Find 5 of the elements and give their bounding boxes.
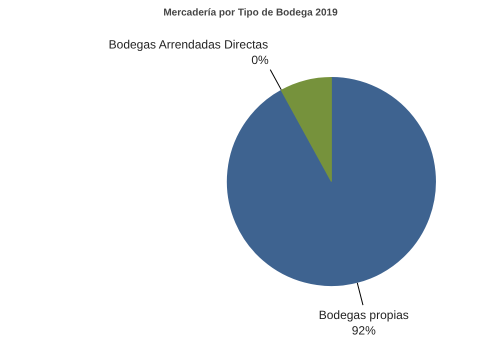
slice-label: Bodegas propias [318,308,409,322]
chart-title: Mercadería por Tipo de Bodega 2019 [163,8,338,18]
data-label: 92% [352,324,376,338]
text: 0% [251,52,269,67]
category-label: Bodegas Arrendadas Directas [108,37,268,52]
